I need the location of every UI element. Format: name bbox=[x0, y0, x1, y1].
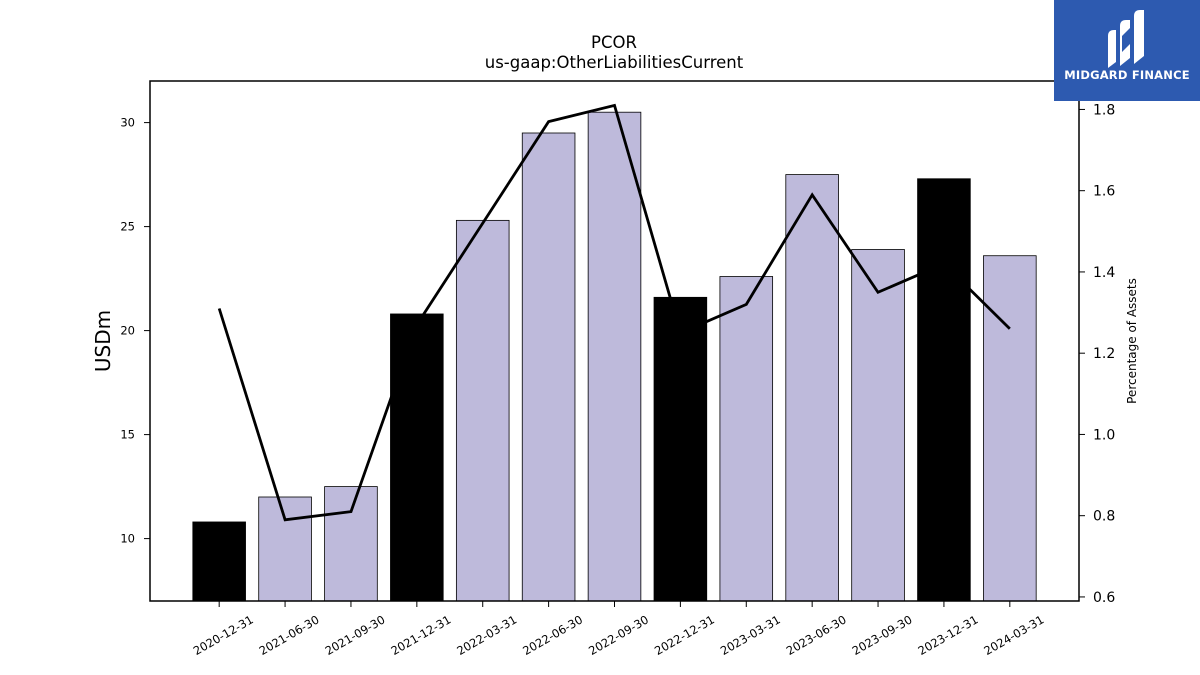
y2-tick-label: 0.6 bbox=[1093, 590, 1115, 606]
bar-2022-03-31 bbox=[455, 219, 510, 602]
x-tick-label: 2021-06-30 bbox=[257, 612, 322, 658]
x-tick-label: 2023-06-30 bbox=[784, 612, 849, 658]
x-tick-label: 2024-03-31 bbox=[981, 612, 1046, 658]
x-tick-label: 2021-09-30 bbox=[323, 612, 388, 658]
bar-2021-09-30 bbox=[324, 486, 378, 602]
logo-text: MIDGARD FINANCE bbox=[1064, 68, 1190, 82]
y-tick-label: 30 bbox=[120, 116, 135, 130]
y-axis-label: USDm bbox=[91, 310, 115, 372]
bar-2023-09-30 bbox=[851, 249, 905, 602]
y2-axis: 0.6 0.8 1.0 1.2 1.4 1.6 1.8 bbox=[1079, 102, 1115, 606]
y2-tick-label: 0.8 bbox=[1093, 509, 1115, 525]
y-axis: 10 15 20 25 30 bbox=[120, 116, 150, 546]
y2-tick-label: 1.0 bbox=[1093, 427, 1115, 443]
x-tick-label: 2023-09-30 bbox=[850, 612, 915, 658]
y2-tick-label: 1.4 bbox=[1093, 265, 1115, 281]
bar-2023-06-30 bbox=[785, 174, 839, 602]
chart-subtitle: us-gaap:OtherLiabilitiesCurrent bbox=[485, 53, 744, 72]
bar-series bbox=[192, 111, 1037, 602]
bar-2021-12-31 bbox=[390, 313, 444, 602]
logo-mark-icon bbox=[1108, 10, 1144, 68]
chart-title: PCOR bbox=[591, 33, 637, 52]
x-tick-label: 2021-12-31 bbox=[388, 612, 453, 658]
y2-tick-label: 1.2 bbox=[1093, 346, 1115, 362]
bar-2022-12-31 bbox=[653, 296, 708, 602]
bar-2023-12-31 bbox=[917, 178, 971, 602]
x-tick-label: 2020-12-31 bbox=[191, 612, 256, 658]
bar-2022-09-30 bbox=[587, 111, 642, 602]
y-tick-label: 20 bbox=[120, 324, 135, 338]
bar-2024-03-31 bbox=[983, 255, 1037, 602]
x-tick-label: 2022-09-30 bbox=[586, 612, 651, 658]
bar-2020-12-31 bbox=[192, 521, 246, 602]
bar-2021-06-30 bbox=[258, 496, 312, 602]
x-tick-label: 2023-03-31 bbox=[718, 612, 783, 658]
y-tick-label: 10 bbox=[120, 532, 135, 546]
y2-tick-label: 1.8 bbox=[1093, 102, 1115, 118]
x-tick-label: 2022-06-30 bbox=[520, 612, 585, 658]
bar-2023-03-31 bbox=[719, 276, 774, 602]
x-tick-label: 2022-12-31 bbox=[652, 612, 717, 658]
x-tick-label: 2022-03-31 bbox=[454, 612, 519, 658]
x-tick-label: 2023-12-31 bbox=[916, 612, 981, 658]
y2-axis-label: Percentage of Assets bbox=[1125, 278, 1139, 404]
y-tick-label: 15 bbox=[120, 428, 135, 442]
y-tick-label: 25 bbox=[120, 220, 135, 234]
midgard-finance-logo: MIDGARD FINANCE bbox=[1054, 0, 1200, 101]
x-axis: 2020-12-31 2021-06-30 2021-09-30 2021-12-31… bbox=[191, 601, 1046, 658]
line-series bbox=[217, 103, 1011, 522]
y2-tick-label: 1.6 bbox=[1093, 184, 1115, 200]
bar-2022-06-30 bbox=[521, 132, 576, 602]
